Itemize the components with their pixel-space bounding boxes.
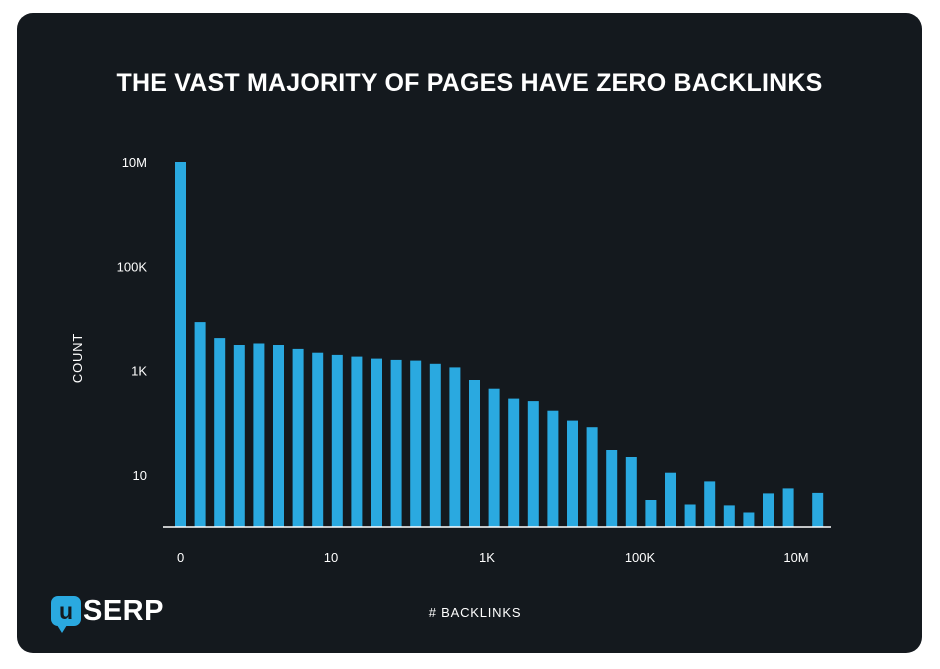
x-tick-label: 100K <box>625 550 656 565</box>
y-ticks-group: 10M 100K 1K 10 <box>117 155 148 483</box>
y-tick-label: 100K <box>117 259 148 274</box>
bar <box>547 410 559 527</box>
bar <box>273 345 284 527</box>
bar <box>331 354 343 527</box>
bar <box>410 360 422 527</box>
bar <box>684 504 696 527</box>
bar <box>214 338 226 527</box>
bar-chart: 10M 100K 1K 10 0 10 1K 100K 10M COUNT # BACKLIN… <box>70 155 831 620</box>
bar <box>508 398 520 527</box>
y-axis-label: COUNT <box>70 333 85 383</box>
bar <box>625 457 637 527</box>
bar <box>449 367 461 527</box>
bar <box>586 427 598 527</box>
x-tick-label: 1K <box>479 550 495 565</box>
bar <box>723 505 735 527</box>
bar <box>253 343 265 527</box>
userp-logo: u SERP <box>51 593 164 633</box>
bar <box>469 380 480 527</box>
bar <box>606 450 618 527</box>
bar <box>312 352 324 527</box>
bar <box>567 420 578 527</box>
chart-card: THE VAST MAJORITY OF PAGES HAVE ZERO BAC… <box>17 13 922 653</box>
bar <box>763 493 774 527</box>
bar <box>390 359 402 527</box>
bar <box>194 322 206 527</box>
bar <box>175 162 186 527</box>
x-tick-label: 10M <box>783 550 808 565</box>
bars-group <box>175 162 824 527</box>
bar <box>743 512 755 527</box>
bar <box>371 358 382 527</box>
x-tick-label: 0 <box>177 550 184 565</box>
bar <box>812 492 824 527</box>
y-tick-label: 1K <box>131 364 147 379</box>
bar <box>704 481 716 527</box>
bar <box>782 488 794 527</box>
bar <box>527 401 539 527</box>
x-ticks-group: 0 10 1K 100K 10M <box>177 550 809 565</box>
bar <box>645 500 657 527</box>
bar <box>429 363 441 527</box>
logo-badge: u <box>51 596 81 633</box>
bar <box>233 345 245 527</box>
logo-text: SERP <box>83 594 164 627</box>
bar <box>665 472 676 527</box>
x-axis-label: # BACKLINKS <box>429 605 522 620</box>
chart-title: THE VAST MAJORITY OF PAGES HAVE ZERO BAC… <box>116 69 823 97</box>
bar <box>292 348 304 527</box>
x-tick-label: 10 <box>324 550 338 565</box>
bar <box>351 356 363 527</box>
y-tick-label: 10 <box>133 468 147 483</box>
y-tick-label: 10M <box>122 155 147 170</box>
bar <box>488 388 500 527</box>
